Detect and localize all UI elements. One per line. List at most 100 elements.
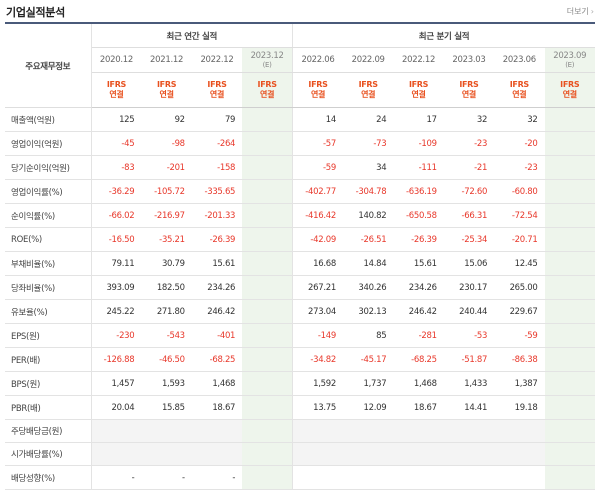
data-cell: -264 bbox=[191, 131, 243, 156]
row-label: 주당배당금(원) bbox=[5, 419, 92, 443]
period-label: 2022.06 bbox=[301, 55, 335, 65]
table-row: 부채비율(%) 79.11 30.79 15.61 16.68 14.84 15.61 15.… bbox=[5, 251, 595, 276]
data-cell bbox=[393, 465, 444, 490]
table-row: 시가배당률(%) bbox=[5, 442, 595, 466]
data-cell: -51.87 bbox=[443, 347, 495, 372]
ifrs-line1: IFRS bbox=[106, 80, 127, 89]
data-cell: 1,468 bbox=[191, 371, 243, 396]
data-cell: -105.72 bbox=[141, 179, 192, 204]
data-cell: -636.19 bbox=[393, 179, 444, 204]
data-cell: 1,468 bbox=[393, 371, 444, 396]
data-cell: -68.25 bbox=[191, 347, 243, 372]
data-cell: -16.50 bbox=[91, 227, 142, 252]
ifrs-line1: IFRS bbox=[157, 80, 177, 89]
data-cell bbox=[494, 442, 545, 466]
data-cell bbox=[544, 442, 595, 466]
data-cell: - bbox=[141, 465, 192, 490]
data-cell: -416.42 bbox=[292, 203, 343, 228]
data-cell: -68.25 bbox=[393, 347, 444, 372]
ifrs-line2: 연결 bbox=[411, 90, 426, 99]
data-cell bbox=[292, 442, 343, 466]
ifrs-line1: IFRS bbox=[509, 80, 529, 89]
data-cell: 17 bbox=[393, 107, 444, 132]
data-cell: -98 bbox=[141, 131, 192, 156]
data-cell: 19.18 bbox=[494, 395, 545, 420]
data-cell bbox=[242, 371, 294, 396]
data-cell bbox=[544, 323, 595, 348]
period-header: 2022.12 bbox=[191, 47, 243, 73]
data-cell: 267.21 bbox=[292, 275, 343, 300]
data-cell: 230.17 bbox=[443, 275, 495, 300]
ifrs-line2: 연결 bbox=[159, 90, 174, 99]
row-label: PER(배) bbox=[5, 347, 92, 372]
data-cell: 15.61 bbox=[191, 251, 243, 276]
data-cell: -53 bbox=[443, 323, 495, 348]
ifrs-badge: IFRS 연결 bbox=[91, 72, 142, 108]
period-label: 2022.09 bbox=[351, 55, 385, 65]
data-cell: -59 bbox=[494, 323, 545, 348]
data-cell bbox=[242, 419, 294, 443]
data-cell: -45.17 bbox=[342, 347, 394, 372]
row-label: ROE(%) bbox=[5, 227, 92, 252]
data-cell: - bbox=[191, 465, 243, 490]
data-cell bbox=[393, 419, 444, 443]
data-cell: -401 bbox=[191, 323, 243, 348]
data-cell: 15.85 bbox=[141, 395, 192, 420]
data-cell: -126.88 bbox=[91, 347, 142, 372]
data-cell: -34.82 bbox=[292, 347, 343, 372]
data-cell bbox=[242, 155, 294, 180]
data-cell bbox=[342, 442, 394, 466]
estimate-mark: (E) bbox=[262, 61, 272, 69]
data-cell: -46.50 bbox=[141, 347, 192, 372]
data-cell: 30.79 bbox=[141, 251, 192, 276]
ifrs-badge: IFRS 연결 bbox=[191, 72, 243, 108]
table-row: BPS(원) 1,457 1,593 1,468 1,592 1,737 1,468 1,43… bbox=[5, 371, 595, 396]
data-cell bbox=[242, 107, 294, 132]
period-label: 2021.12 bbox=[150, 55, 184, 65]
data-cell: -36.29 bbox=[91, 179, 142, 204]
data-cell bbox=[242, 395, 294, 420]
data-cell: 14.41 bbox=[443, 395, 495, 420]
data-cell bbox=[544, 419, 595, 443]
data-cell: 32 bbox=[443, 107, 495, 132]
ifrs-line1: IFRS bbox=[358, 80, 378, 89]
quarter-group-header: 최근 분기 실적 bbox=[292, 22, 595, 48]
row-label: 영업이익(억원) bbox=[5, 131, 92, 156]
table-row: ROE(%) -16.50 -35.21 -26.39 -42.09 -26.51 -26.… bbox=[5, 227, 595, 252]
ifrs-line1: IFRS bbox=[257, 80, 277, 89]
period-header: 2022.06 bbox=[292, 47, 343, 73]
data-cell: -20.71 bbox=[494, 227, 545, 252]
data-cell: -72.60 bbox=[443, 179, 495, 204]
data-cell: 246.42 bbox=[393, 299, 444, 324]
data-cell: 15.61 bbox=[393, 251, 444, 276]
data-cell bbox=[242, 465, 294, 490]
data-cell bbox=[393, 442, 444, 466]
data-cell bbox=[191, 419, 243, 443]
data-cell: -25.34 bbox=[443, 227, 495, 252]
period-label: 2022.12 bbox=[402, 55, 436, 65]
ifrs-line1: IFRS bbox=[408, 80, 429, 89]
row-label: PBR(배) bbox=[5, 395, 92, 420]
data-cell: - bbox=[91, 465, 142, 490]
data-cell bbox=[544, 203, 595, 228]
row-label: 순이익률(%) bbox=[5, 203, 92, 228]
table-row: 순이익률(%) -66.02 -216.97 -201.33 -416.42 140.82… bbox=[5, 203, 595, 228]
data-cell: 12.45 bbox=[494, 251, 545, 276]
period-header-row: 2020.12 2021.12 2022.12 2023.12 (E) 2022.06 20… bbox=[5, 47, 595, 73]
data-cell: -60.80 bbox=[494, 179, 545, 204]
data-cell: -158 bbox=[191, 155, 243, 180]
data-cell bbox=[292, 465, 343, 490]
table-row: 영업이익률(%) -36.29 -105.72 -335.65 -402.77 -304.… bbox=[5, 179, 595, 204]
data-cell: 1,433 bbox=[443, 371, 495, 396]
data-cell bbox=[544, 371, 595, 396]
more-link[interactable]: 더보기 › bbox=[567, 6, 594, 17]
data-cell: 1,457 bbox=[91, 371, 142, 396]
data-cell: 18.67 bbox=[393, 395, 444, 420]
period-label: 2023.03 bbox=[452, 55, 486, 65]
data-cell: -26.39 bbox=[393, 227, 444, 252]
data-cell: 340.26 bbox=[342, 275, 394, 300]
data-cell: 14.84 bbox=[342, 251, 394, 276]
data-cell: -45 bbox=[91, 131, 142, 156]
data-cell: -20 bbox=[494, 131, 545, 156]
